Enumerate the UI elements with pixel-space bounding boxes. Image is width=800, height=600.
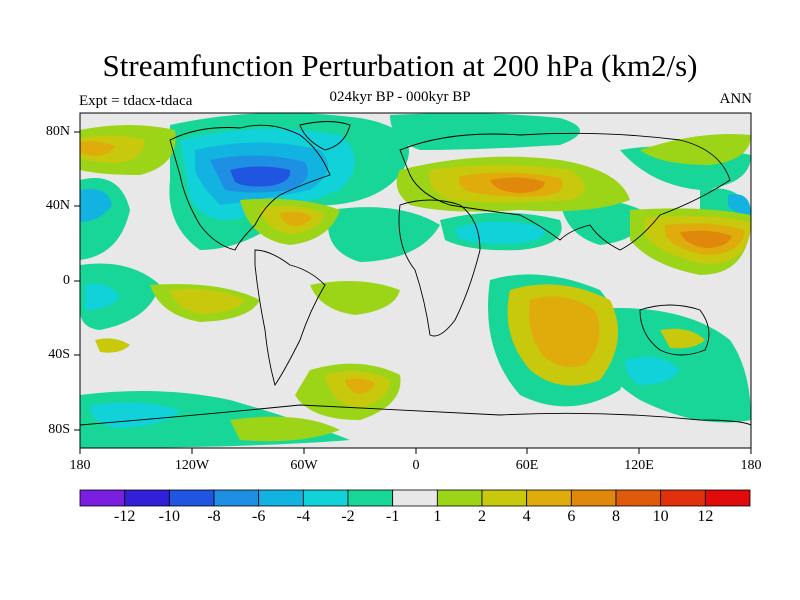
lon-label-60e: 60E [515, 458, 539, 473]
coastlines [80, 121, 751, 426]
lon-label-0: 0 [412, 458, 420, 473]
lon-label-180w: 180 [69, 458, 91, 473]
greenland-coast [299, 121, 351, 151]
eurasia-coast [399, 132, 731, 251]
colorbar-swatch [168, 489, 215, 507]
colorbar-swatch [124, 489, 170, 507]
lat-label-80s: 80S [48, 422, 70, 437]
experiment-label: Expt = tdacx-tdaca [79, 93, 193, 109]
colorbar-tick-label: -2 [341, 508, 355, 525]
south-atlantic-high [310, 281, 400, 315]
colorbar-tick-label: 4 [522, 508, 531, 525]
small-high [95, 338, 130, 353]
north-america-low-core [230, 166, 291, 187]
southern-ocean-low-2 [90, 402, 180, 428]
colorbar-tick-label: -1 [385, 508, 400, 525]
africa-coast [398, 199, 481, 337]
colorbar-tick-label: 10 [652, 508, 669, 525]
colorbar-swatch [213, 489, 260, 507]
lon-label-60w: 60W [290, 458, 318, 473]
lat-label-40s: 40S [48, 347, 70, 362]
plot-subtitle: 024kyr BP - 000kyr BP [329, 89, 471, 105]
colorbar-tick-label: 8 [612, 508, 620, 525]
contour-field [80, 113, 751, 448]
colorbar-tick-label: 1 [433, 508, 442, 525]
colorbar-swatch [526, 489, 572, 507]
australia-coast [639, 304, 710, 356]
pacific-west-low-2 [80, 189, 112, 222]
lon-label-120e: 120E [624, 458, 654, 473]
positive-regions [80, 125, 751, 442]
colorbar-swatch [79, 489, 126, 507]
colorbar-tick-label: -12 [113, 508, 136, 525]
south-america-high-core [345, 378, 375, 394]
season-label: ANN [719, 91, 753, 107]
lon-label-120w: 120W [174, 458, 210, 473]
colorbar-swatch [436, 489, 483, 507]
axis-ticks [74, 131, 752, 454]
colorbar-swatch [481, 489, 528, 507]
colorbar-tick-label: 12 [697, 508, 714, 525]
colorbar-swatch [258, 489, 304, 507]
lat-label-40n: 40N [45, 198, 70, 213]
india-low [560, 199, 650, 245]
colorbar [79, 489, 751, 507]
negative-regions [80, 113, 751, 448]
arctic-low [390, 113, 580, 150]
colorbar-swatch [660, 489, 706, 507]
lon-label-180e: 180 [740, 458, 762, 473]
colorbar-tick-label: -8 [207, 508, 221, 525]
colorbar-swatch [302, 489, 349, 507]
indian-ocean-high-core [528, 296, 600, 368]
colorbar-swatch [570, 489, 617, 507]
south-pacific-low [80, 263, 160, 330]
east-pacific-low-2 [728, 194, 751, 215]
colorbar-tick-label: -10 [158, 508, 180, 525]
arabia-low-2 [455, 221, 546, 244]
north-america-coast [169, 124, 331, 251]
australia-low-2 [625, 356, 680, 385]
lat-label-0: 0 [63, 273, 70, 288]
north-pacific-high-core [80, 141, 115, 156]
arctic-east-high [640, 134, 751, 165]
antarctica-coast [80, 404, 751, 426]
colorbar-tick-label: 6 [567, 508, 576, 525]
colorbar-tick-label: -4 [296, 508, 310, 525]
colorbar-swatch [704, 489, 751, 507]
eurasia-high-core [490, 177, 545, 193]
colorbar-swatch [392, 489, 438, 507]
tasman-high [660, 328, 705, 349]
south-america-coast [254, 249, 326, 387]
colorbar-swatch [615, 489, 662, 507]
west-pacific-high-core [680, 230, 732, 248]
south-pacific-high-2 [170, 289, 245, 314]
lat-label-80n: 80N [45, 124, 70, 139]
colorbar-tick-label: 2 [478, 508, 486, 525]
colorbar-swatch [347, 489, 394, 507]
plot-title: Streamfunction Perturbation at 200 hPa (… [102, 48, 698, 83]
south-pacific-low-2 [85, 283, 120, 310]
antarctic-high [230, 416, 340, 442]
atlantic-high-core [280, 211, 312, 226]
atlantic-low [328, 207, 440, 262]
colorbar-tick-label: -6 [251, 508, 266, 525]
